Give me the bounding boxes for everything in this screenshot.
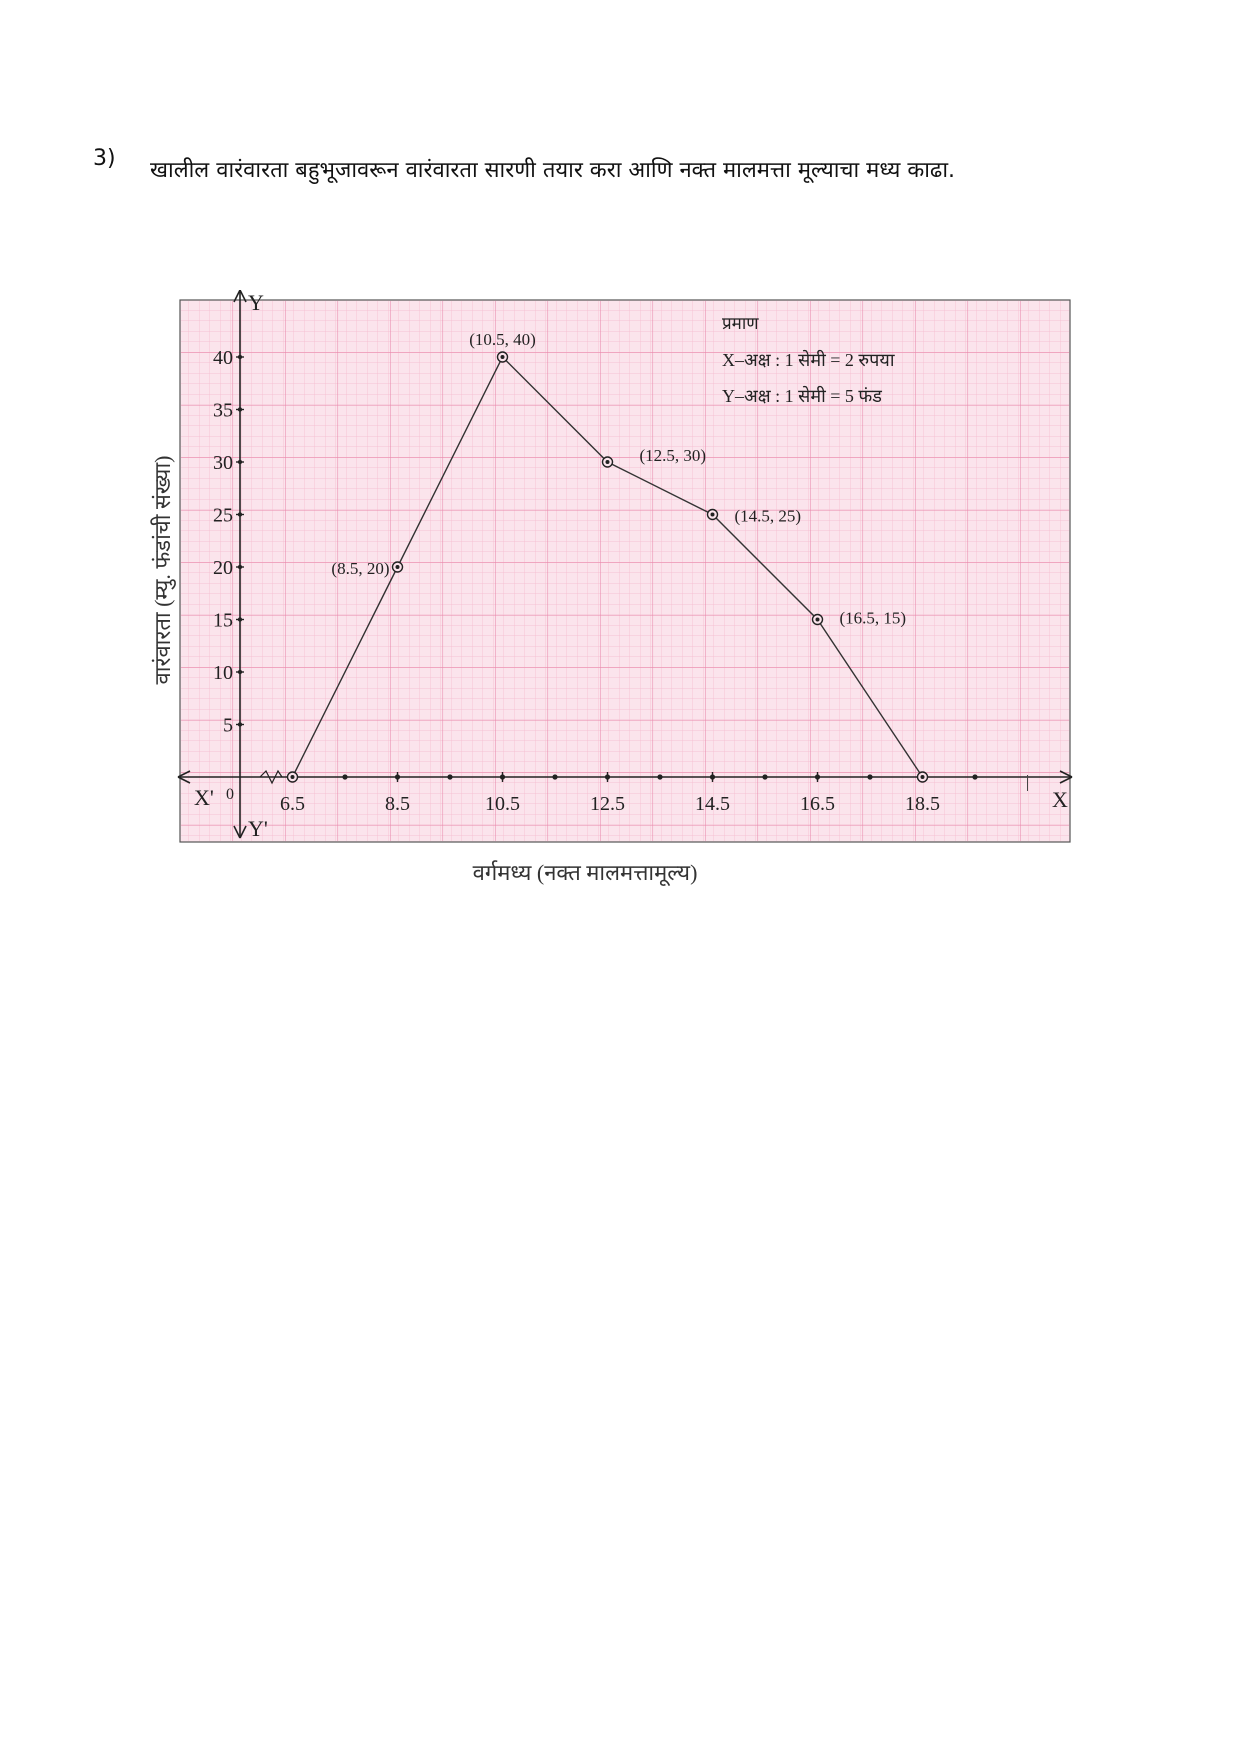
- x-minor-dot: [972, 774, 978, 780]
- x-tick-label: 10.5: [485, 793, 520, 815]
- x-axis-label: वर्गमध्य (नक्त मालमत्तामूल्य): [473, 860, 698, 887]
- y-tick-label: 40: [213, 347, 233, 369]
- data-label: (8.5, 20): [331, 559, 389, 578]
- x-minor-dot: [552, 774, 558, 780]
- y-tick-dot: [237, 512, 243, 517]
- y-axis-name: Y: [248, 290, 264, 315]
- y-tick-label: 10: [213, 662, 233, 684]
- y-axis-arrow-down: [233, 825, 247, 839]
- x-minor-dot: [342, 774, 348, 780]
- y-tick-dot: [237, 354, 243, 360]
- data-point-center: [290, 775, 295, 779]
- y-tick-dot: [237, 459, 243, 465]
- x-minor-dot: [762, 774, 768, 780]
- x-tick-label: 8.5: [385, 793, 410, 815]
- x-neg-axis-name: X': [194, 785, 214, 810]
- labels: 5 10 15 20 25 30 35 40 6.5 8.5 10.5 12.5 14.5 16.5 18.…: [194, 290, 1068, 841]
- x-minor-dot: [867, 774, 873, 780]
- data-point-center: [395, 565, 400, 569]
- x-tick-label: 12.5: [590, 793, 625, 815]
- y-axis-label: वारंवारता (म्यु. फंडांची संख्या): [150, 456, 176, 685]
- x-tick-label: 18.5: [905, 793, 940, 815]
- data-point-center: [815, 617, 820, 622]
- data-point-center: [605, 460, 610, 464]
- x-axis-arrow-left: [177, 770, 191, 784]
- data-label: (10.5, 40): [469, 330, 536, 349]
- x-axis-arrow-right: [1059, 770, 1073, 784]
- y-tick-label: 25: [213, 505, 233, 527]
- y-neg-axis-name: Y': [248, 816, 268, 841]
- scale-title: प्रमाण: [722, 314, 759, 333]
- y-tick-label: 30: [213, 452, 233, 474]
- y-tick-dot: [237, 407, 243, 412]
- y-axis-arrow-up: [233, 290, 247, 303]
- y-tick-dot: [237, 617, 243, 622]
- y-tick-label: 35: [213, 400, 233, 422]
- question-text: खालील वारंवारता बहुभूजावरून वारंवारता सा…: [150, 158, 956, 183]
- x-tick-label: 14.5: [695, 793, 730, 815]
- scale-x-line: X–अक्ष : 1 सेमी = 2 रुपया: [722, 349, 895, 370]
- x-tick-label: 6.5: [280, 793, 305, 815]
- question-number: 3): [93, 146, 116, 171]
- data-point-center: [710, 512, 715, 517]
- data-point-center: [920, 775, 925, 779]
- data-label: (14.5, 25): [735, 507, 802, 526]
- x-axis-name: X: [1052, 787, 1068, 812]
- axis-break-mark: [259, 769, 283, 785]
- y-tick-dot: [237, 722, 243, 727]
- y-tick-label: 15: [213, 610, 233, 632]
- frequency-polygon-chart: 5 10 15 20 25 30 35 40 6.5 8.5 10.5 12.5 14.5 16.5 18.…: [150, 290, 1073, 887]
- x-minor-dot: [447, 774, 453, 780]
- y-tick-dot: [237, 564, 243, 570]
- data-label: (16.5, 15): [840, 609, 907, 628]
- series-line: [286, 351, 929, 783]
- scale-y-line: Y–अक्ष : 1 सेमी = 5 फंड: [722, 385, 882, 406]
- y-tick-dot: [237, 669, 243, 675]
- x-minor-dot: [657, 774, 663, 780]
- origin-label: 0: [226, 786, 234, 803]
- y-tick-label: 20: [213, 557, 233, 579]
- data-label: (12.5, 30): [640, 446, 707, 465]
- grid: [181, 301, 1069, 841]
- y-tick-label: 5: [223, 715, 233, 737]
- data-point-center: [500, 355, 505, 359]
- x-tick-label: 16.5: [800, 793, 835, 815]
